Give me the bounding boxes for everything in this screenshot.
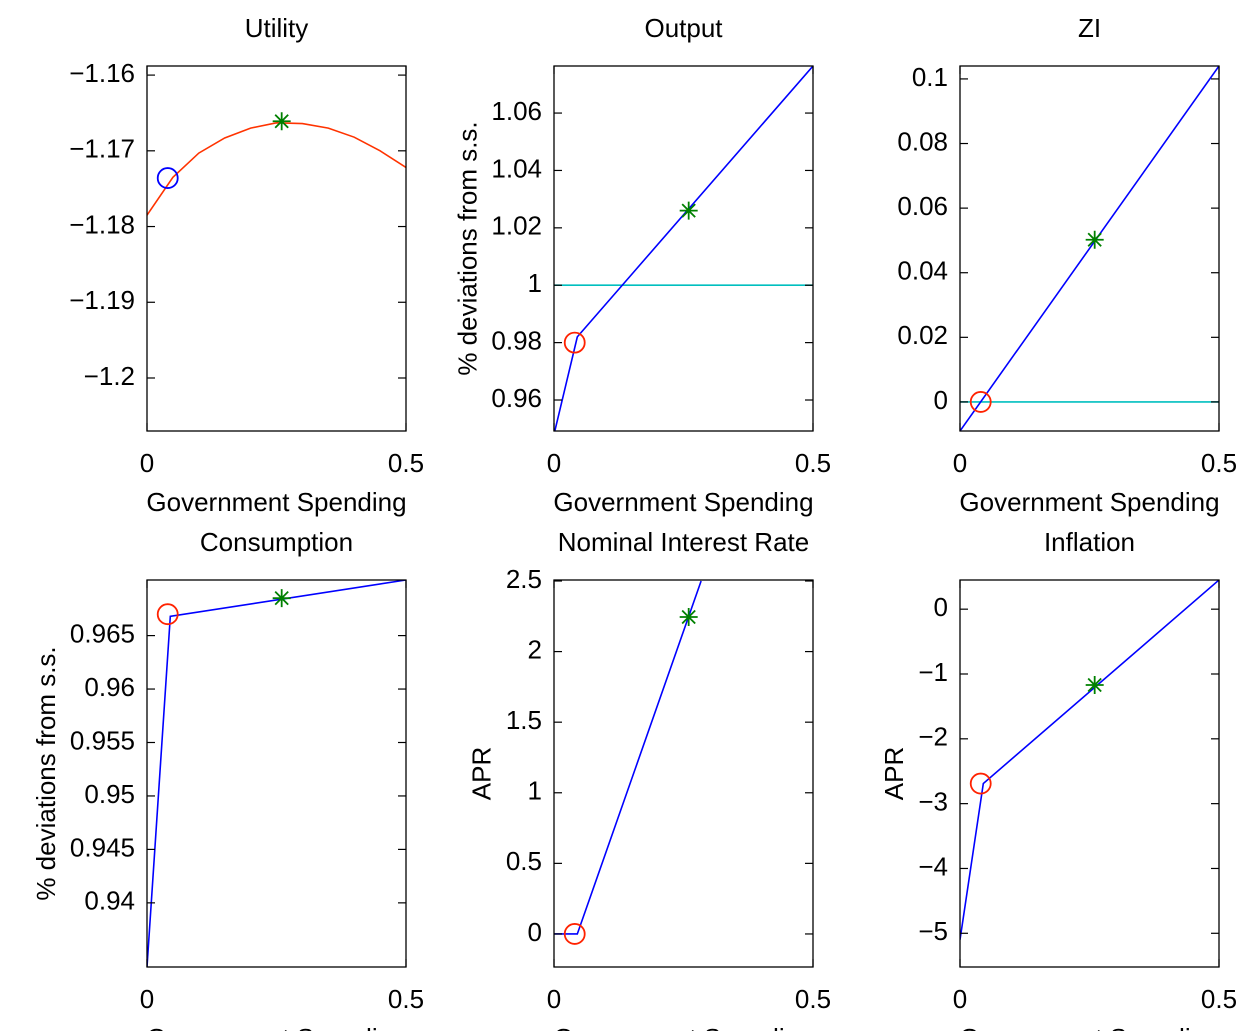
y-tick-label: 0.04: [897, 256, 948, 286]
chart-title: Nominal Interest Rate: [558, 527, 809, 557]
y-tick-label: −4: [918, 851, 948, 881]
x-tick-label: 0.5: [795, 448, 831, 478]
x-tick-label: 0: [140, 448, 154, 478]
y-tick-label: 1.06: [491, 96, 542, 126]
y-tick-label: 1.5: [506, 705, 542, 735]
y-tick-label: 1.04: [491, 153, 542, 183]
x-tick-label: 0.5: [1201, 448, 1237, 478]
axes-box: [146, 579, 407, 968]
y-tick-label: 2: [528, 634, 542, 664]
star-marker: [679, 201, 698, 220]
x-tick-label: 0: [547, 984, 561, 1014]
chart-title: Output: [644, 13, 723, 43]
axes-box: [553, 65, 814, 432]
axes-box: [553, 579, 814, 968]
y-tick-label: 0.94: [84, 886, 135, 916]
y-tick-label: 0.955: [70, 725, 135, 755]
circle-marker: [563, 331, 586, 354]
circle-marker: [156, 167, 179, 189]
star-marker: [679, 607, 698, 626]
y-tick-label: 0.945: [70, 832, 135, 862]
chart-title: Consumption: [200, 527, 353, 557]
y-tick-label: −2: [918, 722, 948, 752]
y-tick-label: 1: [528, 776, 542, 806]
y-tick-label: 0: [528, 917, 542, 947]
star-marker: [272, 112, 291, 131]
y-tick-label: 0.08: [897, 126, 948, 156]
x-axis-label: Government Spending: [553, 1023, 813, 1031]
chart-title: Inflation: [1044, 527, 1135, 557]
x-tick-label: 0: [953, 984, 967, 1014]
axes-box: [959, 579, 1220, 968]
x-axis-label: Government Spending: [959, 487, 1219, 517]
y-tick-label: 0.96: [84, 672, 135, 702]
x-tick-label: 0: [953, 448, 967, 478]
star-marker: [272, 589, 291, 608]
x-axis-label: Government Spending: [959, 1023, 1219, 1031]
x-tick-label: 0.5: [388, 984, 424, 1014]
x-tick-label: 0: [547, 448, 561, 478]
data-line: [960, 66, 1219, 431]
y-tick-label: 1: [528, 268, 542, 298]
plot-area: [147, 580, 406, 967]
y-axis-label: APR: [879, 747, 909, 800]
y-axis-label: % deviations from s.s.: [31, 646, 61, 900]
x-tick-label: 0.5: [795, 984, 831, 1014]
y-tick-label: −1: [918, 657, 948, 687]
circle-marker: [563, 923, 586, 945]
data-line: [960, 580, 1219, 940]
plot-area: [554, 580, 813, 967]
y-tick-label: −3: [918, 787, 948, 817]
y-tick-label: 0.06: [897, 191, 948, 221]
y-tick-label: 0: [934, 385, 948, 415]
x-tick-label: 0.5: [388, 448, 424, 478]
circle-marker: [969, 391, 992, 413]
y-tick-label: −1.16: [69, 58, 135, 88]
x-axis-label: Government Spending: [553, 487, 813, 517]
chart-title: Utility: [245, 13, 309, 43]
y-tick-label: −1.2: [84, 361, 135, 391]
plot-content: [147, 121, 406, 216]
y-tick-label: 1.02: [491, 211, 542, 241]
x-axis-label: Government Spending: [146, 1023, 406, 1031]
y-tick-label: 0.965: [70, 618, 135, 648]
plot-area: [960, 580, 1219, 967]
star-marker: [1085, 230, 1104, 249]
plot-content: [147, 580, 406, 967]
data-line: [147, 580, 406, 967]
circle-marker: [156, 603, 179, 626]
data-line: [554, 66, 813, 431]
y-tick-label: 0.98: [491, 325, 542, 355]
y-tick-label: −1.17: [69, 134, 135, 164]
star-marker: [1085, 676, 1104, 695]
y-tick-label: 0: [934, 592, 948, 622]
y-tick-label: 0.1: [912, 62, 948, 92]
chart-title: ZI: [1078, 13, 1101, 43]
circle-marker: [969, 772, 992, 795]
y-tick-label: −1.19: [69, 285, 135, 315]
y-tick-label: −1.18: [69, 209, 135, 239]
y-tick-label: −5: [918, 916, 948, 946]
x-tick-label: 0: [140, 984, 154, 1014]
plot-content: [960, 66, 1219, 431]
data-line: [147, 121, 406, 216]
axes-box: [959, 65, 1220, 432]
plot-area: [554, 66, 813, 431]
plot-content: [554, 66, 813, 431]
y-tick-label: 0.5: [506, 846, 542, 876]
y-axis-label: % deviations from s.s.: [452, 121, 482, 375]
y-axis-label: APR: [467, 747, 497, 800]
y-tick-label: 2.5: [506, 564, 542, 594]
y-tick-label: 0.95: [84, 779, 135, 809]
plot-content: [960, 580, 1219, 940]
y-tick-label: 0.96: [491, 383, 542, 413]
x-axis-label: Government Spending: [146, 487, 406, 517]
x-tick-label: 0.5: [1201, 984, 1237, 1014]
y-tick-label: 0.02: [897, 320, 948, 350]
axes-box: [146, 65, 407, 432]
